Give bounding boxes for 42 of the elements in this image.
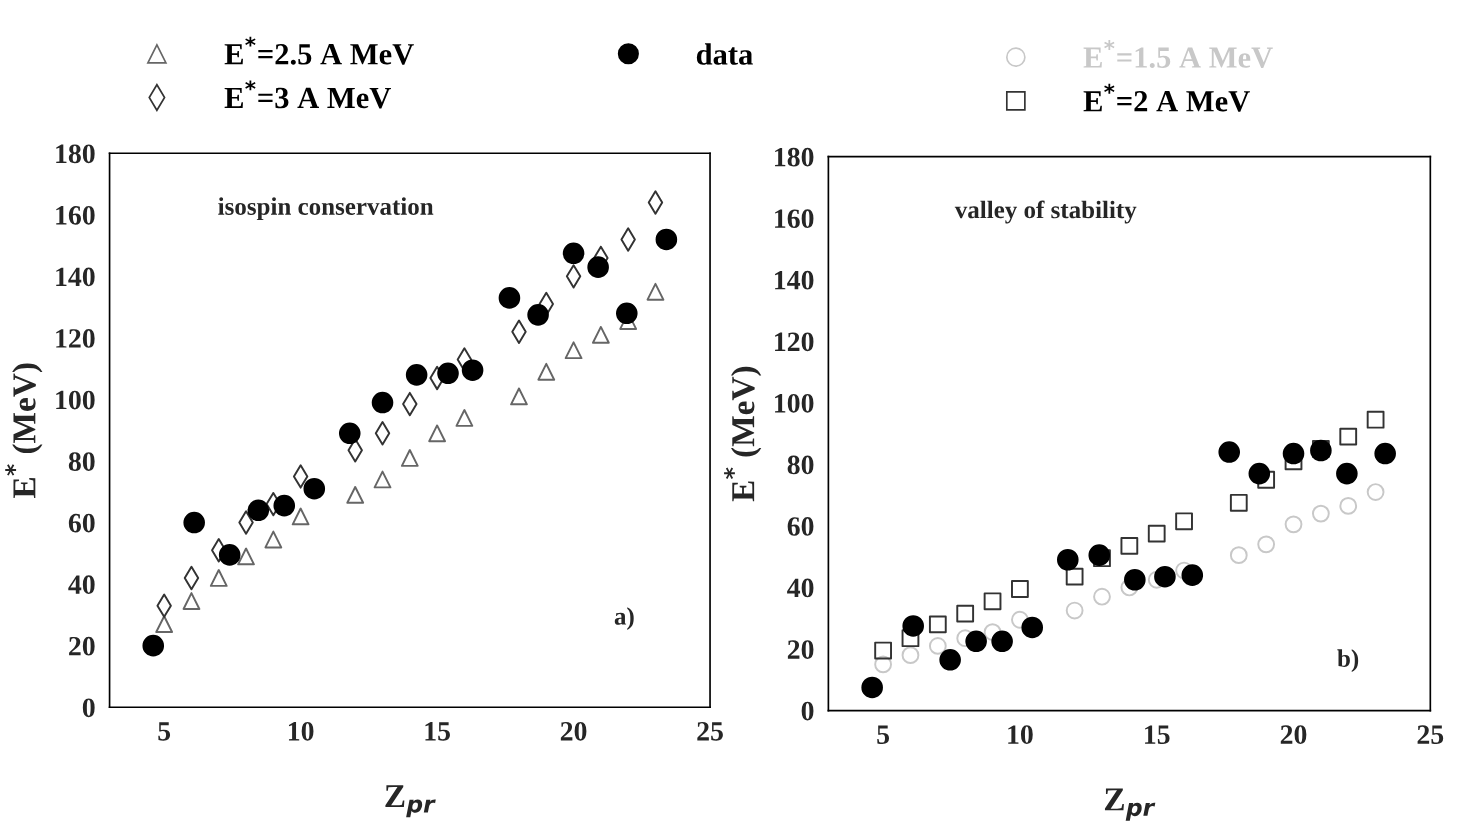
- y-tick-label: 40: [787, 578, 814, 598]
- annotation: valley of stability: [954, 200, 1137, 224]
- x-tick-label: 25: [697, 721, 723, 741]
- x-tick-label: 10: [288, 721, 314, 741]
- y-tick-label: 60: [68, 513, 95, 533]
- y-tick-label: 180: [56, 144, 95, 164]
- x-tick-label: 10: [1008, 725, 1033, 744]
- y-axis-title: E$^{*}$ (MeV): [724, 366, 762, 502]
- y-tick-label: 160: [775, 209, 814, 229]
- y-tick-label: 80: [787, 455, 814, 475]
- annotation: a): [614, 607, 634, 630]
- legend-label: E$^{*}$=2.5 A MeV: [224, 36, 414, 65]
- y-tick-label: 0: [801, 701, 814, 721]
- legend-label: E$^{*}$=2 A MeV: [1083, 83, 1250, 112]
- y-tick-label: 180: [775, 147, 814, 167]
- annotation: b): [1337, 649, 1359, 673]
- y-tick-label: 20: [787, 640, 814, 659]
- annotation: isospin conservation: [218, 197, 434, 220]
- x-tick-label: 20: [1280, 725, 1307, 744]
- legend-label: data: [696, 43, 753, 65]
- y-tick-label: 120: [775, 332, 814, 352]
- y-tick-label: 100: [56, 390, 95, 410]
- y-tick-label: 0: [82, 698, 95, 718]
- x-tick-label: 15: [425, 722, 450, 741]
- x-tick-label: 25: [1417, 725, 1444, 744]
- y-tick-label: 100: [775, 393, 814, 413]
- x-axis-title: Z$_{pr}$: [1104, 788, 1156, 821]
- y-tick-label: 120: [56, 329, 95, 348]
- legend-label: E$^{*}$=3 A MeV: [224, 80, 391, 109]
- y-tick-label: 20: [69, 636, 95, 656]
- y-tick-label: 80: [68, 452, 95, 471]
- x-tick-label: 5: [877, 725, 890, 744]
- x-tick-label: 20: [560, 721, 587, 741]
- y-tick-label: 140: [775, 270, 814, 290]
- x-tick-label: 15: [1145, 725, 1170, 744]
- y-tick-label: 160: [56, 205, 95, 225]
- y-tick-label: 140: [56, 267, 95, 287]
- y-tick-label: 40: [68, 575, 95, 595]
- x-tick-label: 5: [158, 722, 171, 741]
- y-axis-title: E$^{*}$ (MeV): [5, 363, 43, 499]
- y-tick-label: 60: [787, 517, 814, 536]
- x-axis-title: Z$_{pr}$: [385, 785, 436, 818]
